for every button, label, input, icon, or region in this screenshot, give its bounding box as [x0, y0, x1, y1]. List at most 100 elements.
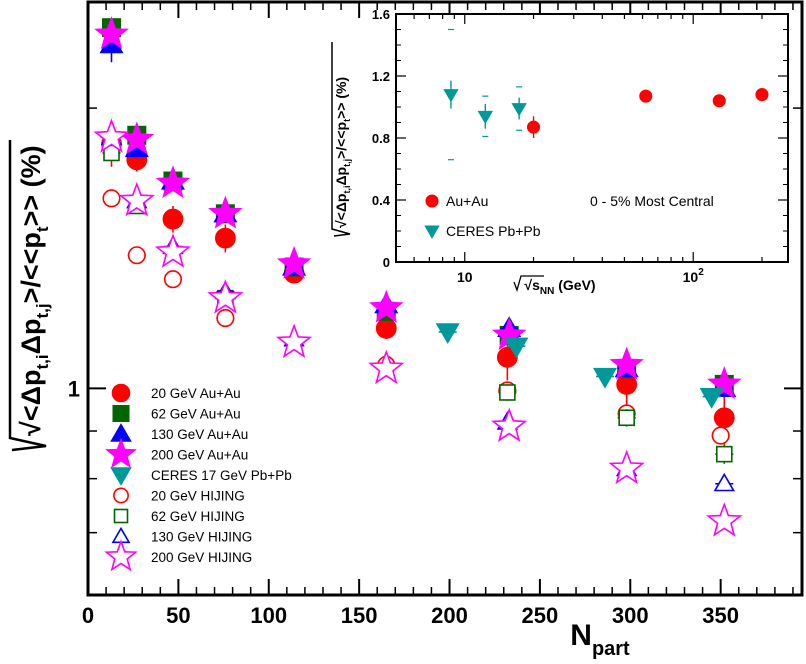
- sqrt-bar: [8, 140, 47, 452]
- ylabel-part-d: t,j: [33, 303, 52, 318]
- inset-x-label-c: (GeV): [554, 277, 595, 293]
- inset-ylabel-b: t,i: [342, 186, 352, 194]
- inset-x-sqrt-bar: [513, 275, 544, 293]
- data-point: [496, 346, 518, 368]
- svg-text:√<Δpt,iΔpt,j>/<<pt>> (%): √<Δpt,iΔpt,j>/<<pt>> (%): [16, 145, 52, 436]
- data-point: [275, 323, 313, 359]
- data-point: [713, 407, 735, 429]
- inset-data-points: [443, 28, 769, 161]
- data-point: [706, 502, 743, 537]
- inset-x-label-b: NN: [540, 286, 554, 297]
- data-point: [368, 289, 404, 323]
- legend-label: 20 GeV Au+Au: [151, 386, 241, 401]
- legend-marker: [112, 405, 130, 422]
- inset-ylabel-d: t,j: [342, 159, 352, 167]
- inset-x-tick-exponent: 2: [698, 267, 704, 278]
- data-point: [715, 445, 733, 463]
- data-point: [511, 103, 527, 117]
- legend-label: 130 GeV HIJING: [151, 530, 252, 545]
- data-point: [699, 387, 724, 409]
- svg-text:√<Δpt,iΔpt,j>/<<pt>> (%): √<Δpt,iΔpt,j>/<<pt>> (%): [333, 77, 352, 228]
- data-point: [477, 110, 493, 125]
- ylabel-part-b: t,i: [33, 354, 52, 369]
- main-x-axis-label: Npart: [570, 619, 630, 660]
- data-point: [608, 449, 645, 485]
- data-point: [127, 246, 146, 265]
- inset-x-axis-label: √sNN (GeV): [524, 277, 595, 297]
- data-point: [712, 94, 726, 108]
- inset-legend-marker: [424, 225, 440, 239]
- data-point: [435, 323, 460, 345]
- inset-y-tick-label: 1.2: [372, 69, 390, 84]
- main-x-tick-label: 50: [166, 603, 190, 628]
- main-x-tick-label: 100: [250, 603, 287, 628]
- data-point: [499, 384, 516, 401]
- data-point: [163, 270, 183, 289]
- data-point: [755, 88, 769, 102]
- main-data-points: [93, 16, 743, 537]
- data-point: [103, 144, 120, 162]
- main-x-tick-label: 0: [82, 603, 94, 628]
- main-legend: 20 GeV Au+Au 62 GeV Au+Au 130 GeV Au+Au 200…: [104, 383, 292, 572]
- inset-x-tick-label: 10: [457, 269, 473, 285]
- main-x-tick-label: 300: [612, 603, 649, 628]
- main-x-tick-label: 150: [341, 603, 378, 628]
- data-point: [706, 366, 742, 400]
- data-point: [711, 426, 730, 445]
- legend-marker: [104, 539, 138, 572]
- inset-y-axis-label: √<Δpt,iΔpt,j>/<<pt>> (%): [331, 42, 352, 237]
- inset-ylabel-f: t: [342, 119, 352, 122]
- legend-label: 62 GeV Au+Au: [151, 407, 241, 422]
- data-point: [102, 189, 121, 208]
- main-x-label-main: N: [570, 619, 592, 652]
- data-point: [93, 118, 130, 153]
- ylabel-part-e: >/<<p: [16, 232, 46, 303]
- legend-label: CERES 17 GeV Pb+Pb: [151, 468, 292, 483]
- data-point: [216, 309, 235, 328]
- inset-title: 0 - 5% Most Central: [590, 193, 714, 209]
- legend-marker: [110, 467, 132, 486]
- series-ceres-17-gev-pb-pb: [435, 323, 724, 409]
- data-point: [155, 165, 191, 199]
- data-point: [94, 16, 129, 50]
- legend-marker: [111, 383, 131, 403]
- inset-y-tick-label: 0.4: [372, 193, 391, 208]
- data-point: [162, 208, 184, 230]
- data-point: [639, 89, 653, 103]
- inset-legend-marker: [425, 194, 439, 208]
- data-point: [592, 367, 617, 389]
- legend-label: 20 GeV HIJING: [151, 489, 245, 504]
- series-200-gev-au-au: [94, 16, 742, 400]
- main-y-ticks: 1: [68, 107, 802, 596]
- inset-y-ticks: 0 0.4 0.8 1.2 1.6: [372, 7, 788, 270]
- series-200-gev-hijing: [93, 118, 743, 537]
- legend-label: 200 GeV Au+Au: [151, 448, 248, 463]
- inset-x-label-a: √s: [524, 277, 540, 293]
- inset-y-tick-label: 0.8: [372, 131, 390, 146]
- ylabel-part-f: t: [33, 226, 52, 232]
- data-point: [276, 245, 312, 279]
- data-point: [526, 120, 541, 134]
- main-x-tick-label: 200: [431, 603, 468, 628]
- inset-y-tick-label: 1.6: [372, 7, 390, 22]
- ylabel-part-c: Δp: [16, 318, 46, 354]
- data-point: [443, 89, 459, 103]
- inset-frame: [395, 13, 789, 263]
- legend-label: 62 GeV HIJING: [151, 509, 245, 524]
- inset-ylabel-g: >> (%): [333, 77, 349, 119]
- data-point: [491, 407, 528, 442]
- data-point: [504, 337, 529, 359]
- data-point: [154, 233, 192, 268]
- data-point: [214, 227, 236, 249]
- inset-legend: Au+Au CERES Pb+Pb: [424, 193, 541, 239]
- inset-y-tick-label: 0: [383, 255, 390, 270]
- main-y-axis-label: √<Δpt,iΔpt,j>/<<pt>> (%): [8, 140, 52, 452]
- legend-label: 130 GeV Au+Au: [151, 427, 248, 442]
- data-point: [207, 279, 244, 314]
- data-point: [375, 317, 397, 339]
- main-x-ticks: 0 50 100 150 200 250 300 350: [82, 2, 794, 628]
- legend-marker: [113, 487, 129, 504]
- data-point: [609, 346, 644, 380]
- legend-marker: [113, 508, 129, 524]
